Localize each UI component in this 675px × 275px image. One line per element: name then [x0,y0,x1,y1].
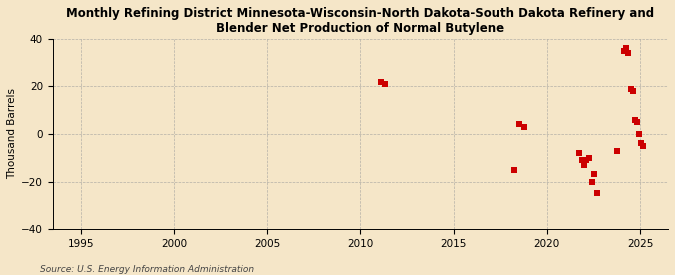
Point [592,191,603,196]
Y-axis label: Thousand Barrels: Thousand Barrels [7,89,17,180]
Point [636,141,647,146]
Point [518,125,529,129]
Point [586,179,597,184]
Point [634,132,645,136]
Point [625,87,636,91]
Point [621,46,632,51]
Point [619,49,630,53]
Point [632,120,643,124]
Point [578,163,589,167]
Point [612,148,622,153]
Point [574,151,585,155]
Point [379,82,390,86]
Point [514,122,524,127]
Point [580,158,591,162]
Point [627,89,638,94]
Point [577,158,588,162]
Point [589,172,600,177]
Text: Source: U.S. Energy Information Administration: Source: U.S. Energy Information Administ… [40,265,254,274]
Point [509,167,520,172]
Point [622,51,633,55]
Point [375,79,386,84]
Point [637,144,648,148]
Point [583,156,594,160]
Point [630,117,641,122]
Title: Monthly Refining District Minnesota-Wisconsin-North Dakota-South Dakota Refinery: Monthly Refining District Minnesota-Wisc… [66,7,655,35]
